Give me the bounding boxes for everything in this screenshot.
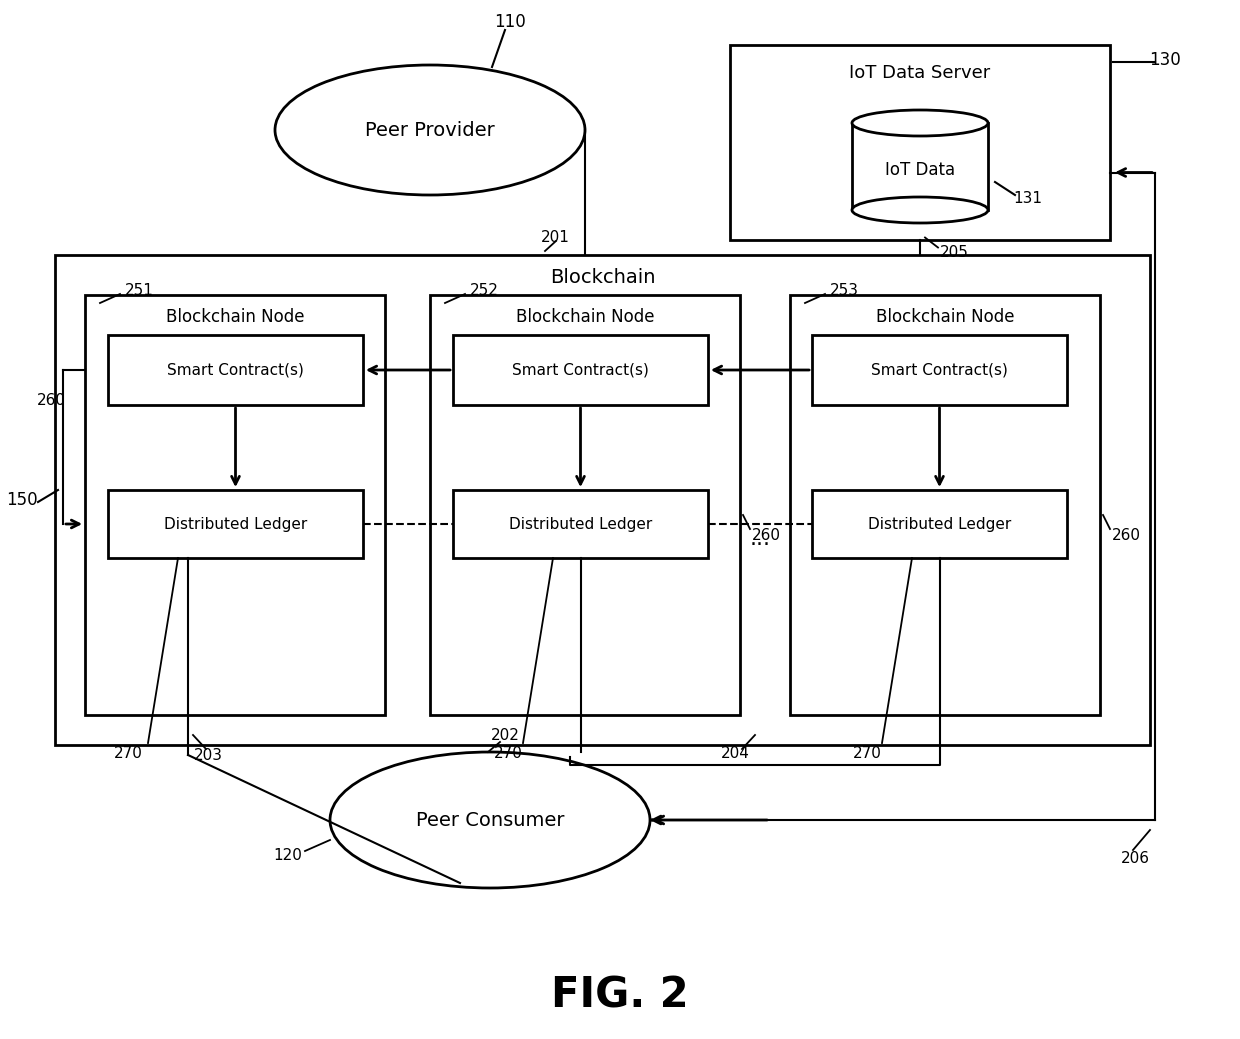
Text: ...: ... — [749, 529, 770, 549]
Text: 252: 252 — [470, 283, 498, 297]
Text: 260: 260 — [751, 528, 781, 542]
Ellipse shape — [852, 110, 988, 136]
Text: 270: 270 — [494, 746, 522, 761]
Text: 270: 270 — [853, 746, 882, 761]
Bar — [453, 335, 708, 405]
Text: 202: 202 — [491, 727, 520, 743]
Bar — [852, 123, 988, 210]
Text: 253: 253 — [830, 283, 859, 297]
Text: Peer Consumer: Peer Consumer — [415, 810, 564, 829]
Text: 130: 130 — [1149, 51, 1180, 69]
Bar — [790, 295, 1100, 715]
Text: Smart Contract(s): Smart Contract(s) — [512, 363, 649, 377]
Ellipse shape — [275, 65, 585, 195]
Text: 260: 260 — [1112, 528, 1141, 542]
Text: 110: 110 — [494, 14, 526, 31]
Text: Peer Provider: Peer Provider — [365, 121, 495, 139]
Text: Blockchain Node: Blockchain Node — [516, 308, 655, 326]
Text: 270: 270 — [114, 746, 143, 761]
Text: 204: 204 — [720, 746, 749, 761]
Text: Distributed Ledger: Distributed Ledger — [164, 516, 308, 532]
Text: 201: 201 — [541, 230, 570, 244]
Text: Smart Contract(s): Smart Contract(s) — [870, 363, 1008, 377]
Text: Blockchain Node: Blockchain Node — [875, 308, 1014, 326]
Ellipse shape — [330, 752, 650, 888]
Text: Distributed Ledger: Distributed Ledger — [868, 516, 1011, 532]
Text: Smart Contract(s): Smart Contract(s) — [167, 363, 304, 377]
Bar — [812, 335, 1066, 405]
Text: FIG. 2: FIG. 2 — [552, 974, 688, 1016]
Text: 150: 150 — [6, 491, 37, 509]
Text: Distributed Ledger: Distributed Ledger — [508, 516, 652, 532]
Bar — [430, 295, 740, 715]
Text: Blockchain: Blockchain — [549, 267, 655, 287]
Bar — [812, 490, 1066, 558]
Bar — [730, 45, 1110, 240]
Text: 251: 251 — [125, 283, 154, 297]
Bar — [108, 335, 363, 405]
Ellipse shape — [852, 197, 988, 223]
Bar — [86, 295, 384, 715]
Bar — [108, 490, 363, 558]
Text: 206: 206 — [1121, 851, 1149, 865]
Text: 120: 120 — [274, 848, 303, 862]
Text: IoT Data Server: IoT Data Server — [849, 64, 991, 82]
Text: 203: 203 — [193, 747, 222, 763]
Text: IoT Data: IoT Data — [885, 161, 955, 179]
Text: 260: 260 — [36, 393, 66, 407]
Text: Blockchain Node: Blockchain Node — [166, 308, 304, 326]
Bar — [55, 255, 1149, 745]
Bar — [453, 490, 708, 558]
Text: 131: 131 — [1013, 190, 1043, 206]
Text: 205: 205 — [940, 245, 968, 260]
